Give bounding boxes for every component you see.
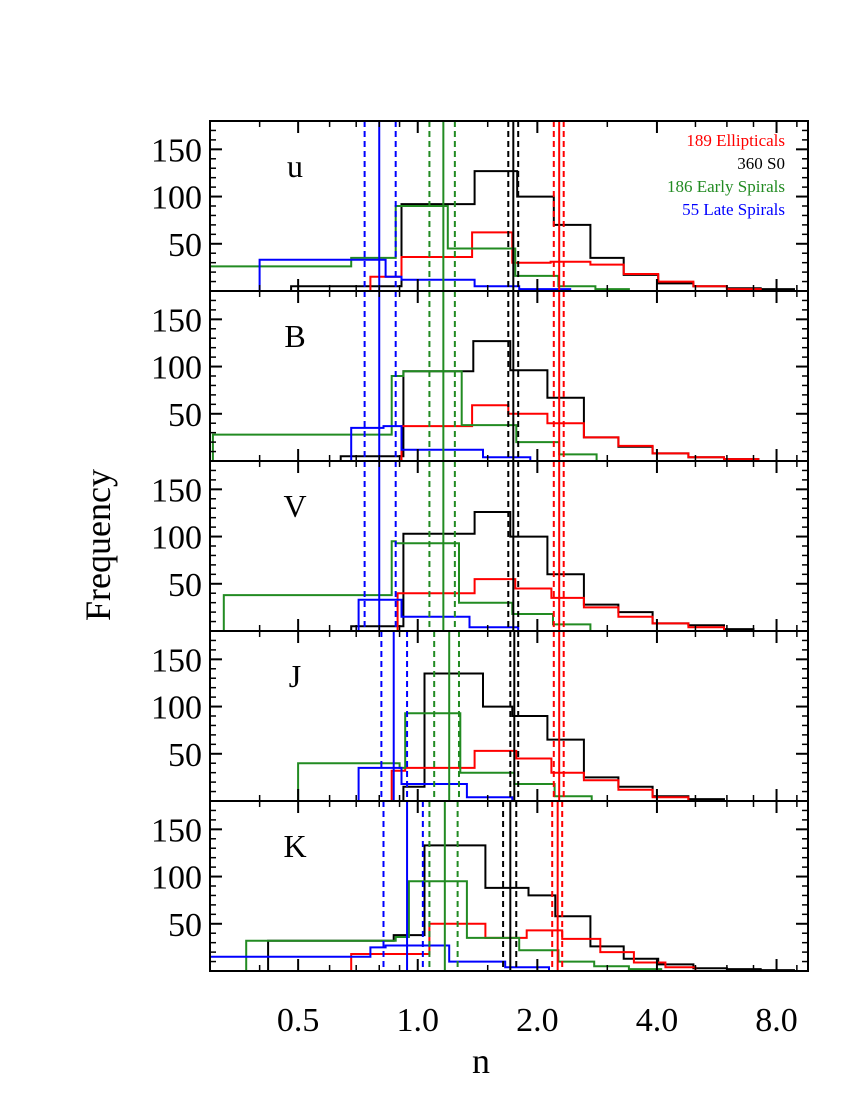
histogram-ellipticals bbox=[390, 749, 690, 801]
y-tick-label: 50 bbox=[168, 397, 202, 434]
panel-frame bbox=[209, 800, 809, 972]
histogram-early-spirals bbox=[245, 880, 663, 971]
x-axis-title: n bbox=[472, 1041, 490, 1081]
y-tick-label: 150 bbox=[151, 472, 202, 509]
y-tick-label: 150 bbox=[151, 812, 202, 849]
x-tick-label: 0.5 bbox=[277, 1002, 320, 1039]
histogram-ellipticals bbox=[400, 404, 760, 461]
legend: 189 Ellipticals 360 S0 186 Early Spirals 55… bbox=[667, 131, 785, 219]
histogram-early-spirals bbox=[210, 205, 630, 291]
histogram-late-spirals bbox=[357, 766, 514, 801]
y-tick-label: 50 bbox=[168, 737, 202, 774]
y-tick-label: 100 bbox=[151, 350, 202, 387]
x-tick-label: 8.0 bbox=[755, 1002, 798, 1039]
panels-group: 50 100 150 u 50 100 150 B 50 100 150 V 50 100 150 J 50 10… bbox=[151, 120, 809, 972]
y-tick-label: 150 bbox=[151, 302, 202, 339]
y-tick-label: 100 bbox=[151, 180, 202, 217]
band-label-u: u bbox=[287, 148, 303, 184]
histogram-s0 bbox=[350, 511, 755, 631]
y-tick-label: 150 bbox=[151, 132, 202, 169]
y-tick-label: 50 bbox=[168, 907, 202, 944]
panel-plot-area bbox=[210, 121, 795, 291]
panel-frame bbox=[209, 630, 809, 802]
panel-plot-area bbox=[211, 291, 760, 461]
y-tick-label: 50 bbox=[168, 567, 202, 604]
x-tick-label: 2.0 bbox=[516, 1002, 559, 1039]
x-tick-labels: 0.5 1.0 2.0 4.0 8.0 bbox=[277, 1002, 798, 1039]
histogram-late-spirals bbox=[357, 598, 520, 631]
legend-entry: 55 Late Spirals bbox=[682, 200, 785, 219]
y-tick-label: 150 bbox=[151, 642, 202, 679]
y-tick-label: 100 bbox=[151, 690, 202, 727]
histogram-ellipticals bbox=[396, 578, 725, 631]
y-tick-label: 100 bbox=[151, 520, 202, 557]
y-tick-label: 50 bbox=[168, 227, 202, 264]
histogram-late-spirals bbox=[350, 425, 532, 461]
panel-plot-area bbox=[297, 631, 725, 801]
histogram-s0 bbox=[267, 844, 795, 971]
x-tick-label: 1.0 bbox=[396, 1002, 439, 1039]
legend-entry: 189 Ellipticals bbox=[686, 131, 785, 150]
histogram-ellipticals bbox=[350, 922, 697, 971]
histogram-ellipticals bbox=[369, 231, 762, 291]
band-label-J: J bbox=[289, 658, 301, 694]
y-tick-label: 100 bbox=[151, 860, 202, 897]
panel-J: 50 100 150 J bbox=[151, 630, 809, 802]
band-label-B: B bbox=[284, 318, 305, 354]
panel-B: 50 100 150 B bbox=[151, 290, 809, 462]
y-axis-title: Frequency bbox=[78, 469, 118, 621]
histogram-early-spirals bbox=[211, 370, 598, 461]
panel-plot-area bbox=[210, 801, 795, 971]
band-label-K: K bbox=[283, 828, 306, 864]
legend-entry: 360 S0 bbox=[737, 154, 785, 173]
legend-entry: 186 Early Spirals bbox=[667, 177, 785, 196]
panel-plot-area bbox=[222, 461, 755, 631]
x-tick-label: 4.0 bbox=[636, 1002, 679, 1039]
histogram-late-spirals bbox=[258, 258, 572, 291]
panel-K: 50 100 150 K bbox=[151, 800, 809, 972]
panel-V: 50 100 150 V bbox=[151, 460, 809, 632]
band-label-V: V bbox=[283, 488, 306, 524]
panel-u: 50 100 150 u bbox=[151, 120, 809, 292]
histogram-late-spirals bbox=[210, 944, 550, 971]
